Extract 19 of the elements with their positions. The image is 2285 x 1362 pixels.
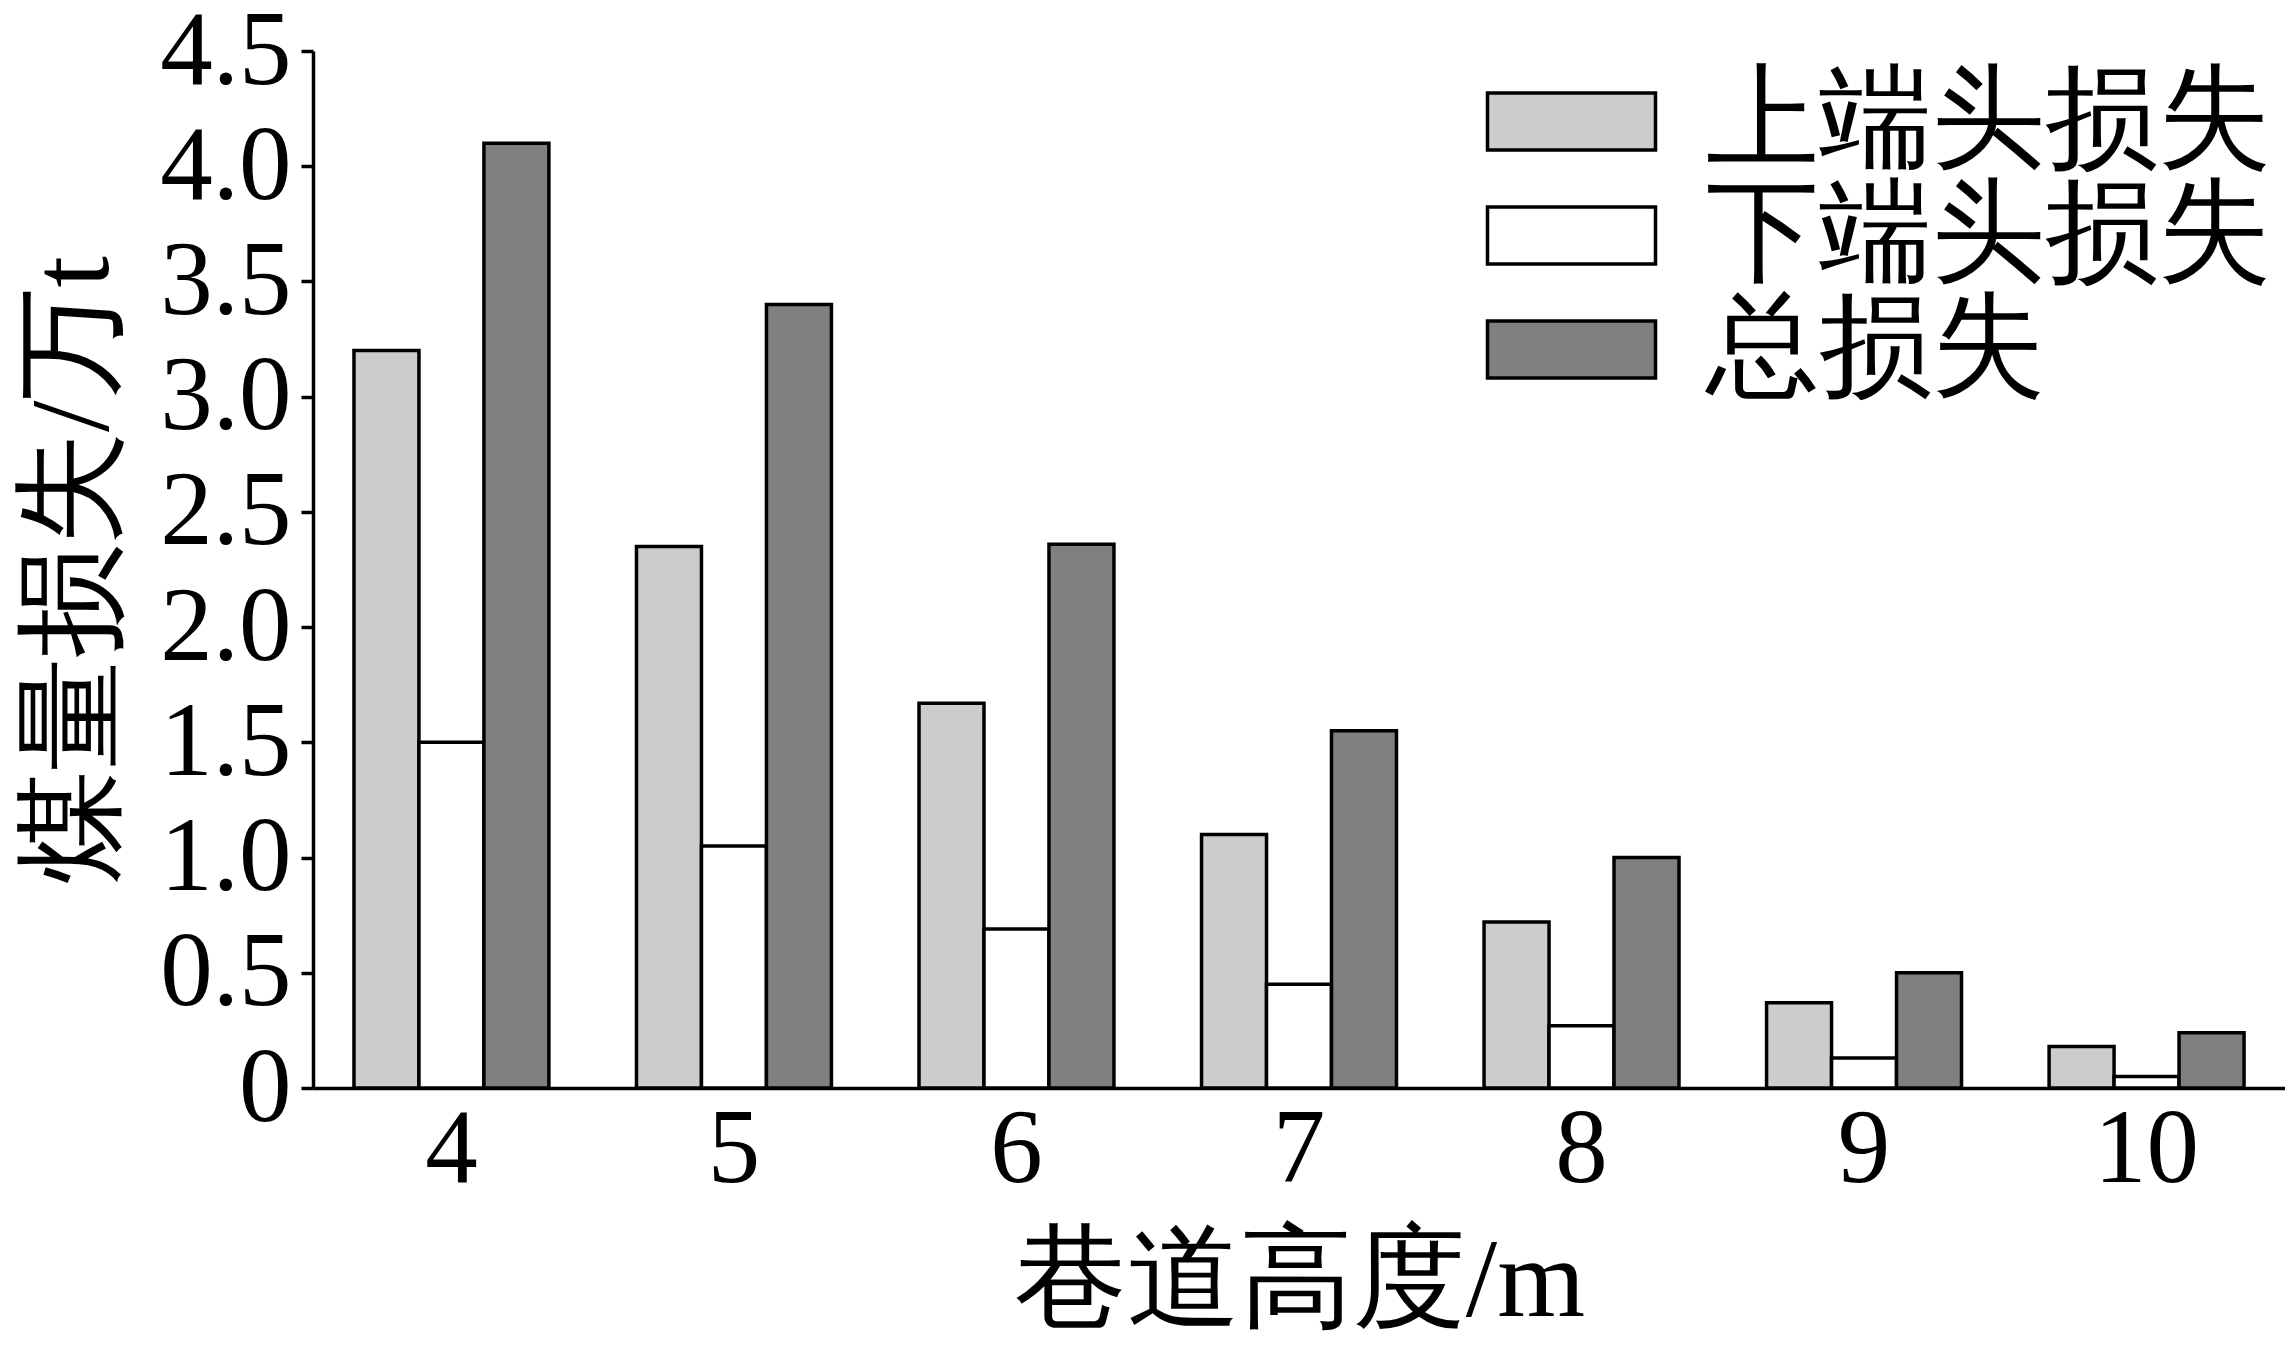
x-tick-label: 8 (1555, 1087, 1608, 1205)
y-tick-label: 4.5 (160, 0, 292, 107)
x-tick-label: 7 (1272, 1087, 1326, 1205)
x-axis-title: 巷道高度/m (1013, 1214, 1586, 1340)
y-tick-label: 3.5 (160, 219, 292, 337)
y-tick-label: 1.0 (160, 796, 292, 914)
y-tick-label: 1.5 (160, 680, 292, 798)
y-tick-label: 4.0 (160, 104, 292, 222)
y-tick-label: 0.5 (160, 911, 292, 1029)
y-axis-title: 煤量损失/万t (7, 256, 133, 884)
x-tick-label: 10 (2094, 1087, 2200, 1205)
x-tick-label: 9 (1837, 1087, 1891, 1205)
y-tick-label: 0 (239, 1026, 292, 1144)
y-tick-label: 3.0 (160, 335, 292, 453)
y-tick-label: 2.5 (160, 450, 292, 568)
x-tick-label: 5 (707, 1087, 761, 1205)
x-tick-label: 6 (990, 1087, 1043, 1205)
y-tick-label: 2.0 (160, 565, 292, 683)
x-tick-label: 4 (425, 1087, 478, 1205)
